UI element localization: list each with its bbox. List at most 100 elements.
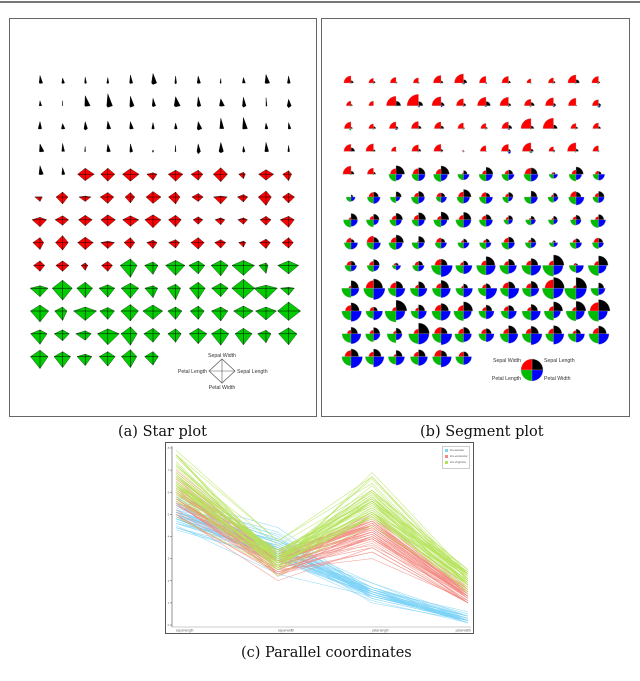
star-glyph <box>37 121 42 130</box>
segment-glyph <box>588 255 609 276</box>
y-tick-label: 0 <box>168 623 170 627</box>
star-key-left-label: Petal Length <box>178 369 207 375</box>
star-glyph <box>173 96 181 108</box>
segment-glyph <box>501 144 512 154</box>
segment-glyph <box>499 325 519 344</box>
parallel-line <box>175 476 469 573</box>
star-glyph <box>238 240 246 248</box>
parallel-line <box>175 494 469 586</box>
star-glyph <box>279 216 295 228</box>
segment-glyph <box>346 100 353 107</box>
segment-glyph <box>542 277 565 300</box>
star-glyph <box>264 122 269 130</box>
segment-glyph <box>501 76 511 85</box>
segment-glyph <box>366 259 380 272</box>
segment-glyph <box>499 258 517 275</box>
segment-glyph <box>433 211 450 228</box>
star-glyph <box>76 353 93 366</box>
star-glyph <box>167 328 182 343</box>
star-glyph <box>210 260 229 277</box>
star-glyph <box>238 171 246 180</box>
star-glyph <box>99 192 115 204</box>
star-glyph <box>237 194 249 203</box>
segment-glyph <box>409 281 428 297</box>
star-glyph <box>129 96 135 108</box>
parallel-line <box>175 503 469 604</box>
star-glyph <box>145 191 162 204</box>
segment-glyph <box>391 146 397 153</box>
segment-glyph <box>390 191 402 203</box>
segment-glyph <box>478 304 495 320</box>
star-glyph <box>151 98 156 108</box>
star-glyph <box>101 261 113 272</box>
segment-glyph <box>477 283 498 300</box>
star-glyph <box>168 191 181 205</box>
segment-glyph <box>411 191 425 205</box>
segment-glyph <box>592 237 604 249</box>
segment-glyph <box>435 192 447 203</box>
star-glyph <box>120 326 138 346</box>
star-glyphs <box>29 72 301 369</box>
segment-glyph <box>521 304 541 321</box>
star-glyph <box>257 330 272 344</box>
segment-glyph <box>390 77 398 84</box>
star-glyph <box>83 121 88 131</box>
segment-glyph <box>479 214 493 227</box>
segment-glyph <box>365 327 381 342</box>
star-glyph <box>124 192 135 204</box>
segment-glyph <box>365 143 376 153</box>
legend-item-virginica: iris-virginica <box>443 459 469 465</box>
segment-glyph <box>411 212 426 227</box>
segment-glyph <box>461 149 465 153</box>
segment-glyph <box>522 142 534 154</box>
segment-glyph <box>568 166 584 182</box>
star-glyph <box>196 75 201 84</box>
star-glyph <box>53 329 70 342</box>
star-glyph <box>30 349 49 369</box>
segment-glyph <box>592 122 601 130</box>
star-plot-canvas: Sepal Width Sepal Length Petal Width Pet… <box>29 72 301 391</box>
segment-glyph <box>363 278 386 300</box>
y-tick-label: 7 <box>168 468 170 472</box>
segment-glyph <box>341 280 360 298</box>
parallel-line <box>175 454 469 581</box>
segment-glyph <box>501 236 515 250</box>
segment-glyph <box>592 145 600 153</box>
segment-glyph <box>457 170 470 181</box>
star-glyph <box>61 167 66 175</box>
segment-glyph <box>368 123 376 130</box>
segment-glyph <box>499 281 520 299</box>
star-glyph <box>30 329 48 345</box>
star-glyph <box>242 76 246 84</box>
segment-glyph <box>503 215 514 225</box>
star-glyph <box>39 143 45 153</box>
segment-glyph <box>343 75 354 84</box>
star-glyph <box>214 239 227 249</box>
legend-swatch-versicolor <box>445 454 448 458</box>
segment-glyph <box>367 167 376 176</box>
segment-glyph <box>341 348 363 369</box>
y-tick-label: 4 <box>168 535 170 539</box>
segment-glyph <box>568 191 585 206</box>
segment-glyph <box>431 258 453 278</box>
segment-glyph <box>411 121 422 130</box>
star-glyph <box>33 260 45 272</box>
star-glyph <box>122 215 140 227</box>
legend-swatch-virginica <box>445 460 448 464</box>
legend-item-versicolor: iris-versicolor <box>443 453 469 459</box>
star-glyph <box>218 142 224 154</box>
axis-label: petal-width <box>456 629 472 633</box>
segment-glyph <box>454 326 472 343</box>
segment-glyph <box>431 303 451 321</box>
parallel-line <box>175 492 469 593</box>
star-glyph <box>129 143 133 153</box>
parallel-line <box>175 516 469 588</box>
segment-glyph <box>548 146 556 153</box>
segment-glyph <box>455 283 473 298</box>
segment-glyph <box>587 299 611 322</box>
segment-glyph <box>547 192 559 203</box>
star-glyph <box>98 351 116 367</box>
star-glyph <box>106 143 111 153</box>
segment-glyph <box>343 144 355 153</box>
star-glyph <box>219 78 222 84</box>
